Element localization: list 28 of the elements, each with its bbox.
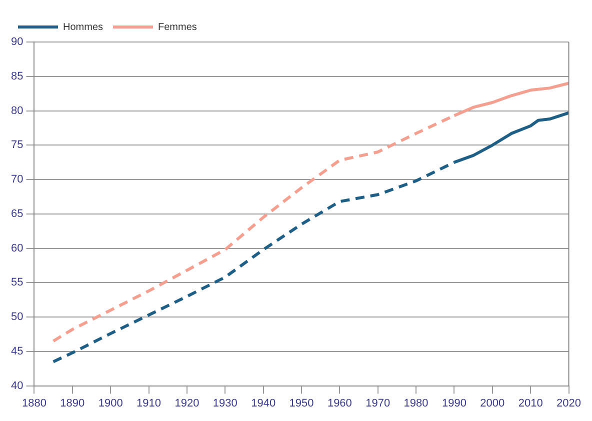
y-tick-label: 45 bbox=[10, 345, 24, 358]
x-tick-label: 1900 bbox=[98, 397, 123, 410]
y-tick-label: 65 bbox=[10, 208, 24, 220]
x-tick-label: 1970 bbox=[366, 397, 390, 410]
x-tick-label: 2020 bbox=[556, 397, 582, 410]
y-tick-label: 80 bbox=[10, 104, 24, 117]
x-tick-label: 2000 bbox=[480, 397, 505, 410]
y-tick-label: 55 bbox=[10, 276, 24, 289]
x-tick-label: 1950 bbox=[289, 397, 314, 410]
legend-label: Femmes bbox=[158, 22, 197, 33]
x-tick-label: 1880 bbox=[22, 397, 46, 410]
x-tick-label: 1930 bbox=[212, 397, 238, 410]
y-tick-label: 60 bbox=[10, 242, 24, 254]
x-tick-label: 1940 bbox=[251, 397, 276, 410]
x-tick-label: 1980 bbox=[404, 397, 428, 410]
x-tick-label: 1960 bbox=[327, 397, 352, 410]
y-tick-label: 40 bbox=[10, 380, 24, 392]
x-tick-label: 2010 bbox=[518, 397, 543, 410]
y-tick-label: 50 bbox=[10, 311, 24, 324]
x-tick-label: 1990 bbox=[442, 397, 466, 410]
x-tick-label: 1890 bbox=[60, 397, 85, 410]
y-tick-label: 85 bbox=[10, 70, 24, 82]
y-tick-label: 90 bbox=[10, 36, 24, 48]
y-tick-label: 75 bbox=[10, 139, 24, 152]
x-tick-label: 1910 bbox=[136, 397, 162, 410]
x-tick-label: 1920 bbox=[174, 397, 200, 410]
y-tick-label: 70 bbox=[10, 174, 24, 186]
legend-label: Hommes bbox=[63, 22, 104, 33]
